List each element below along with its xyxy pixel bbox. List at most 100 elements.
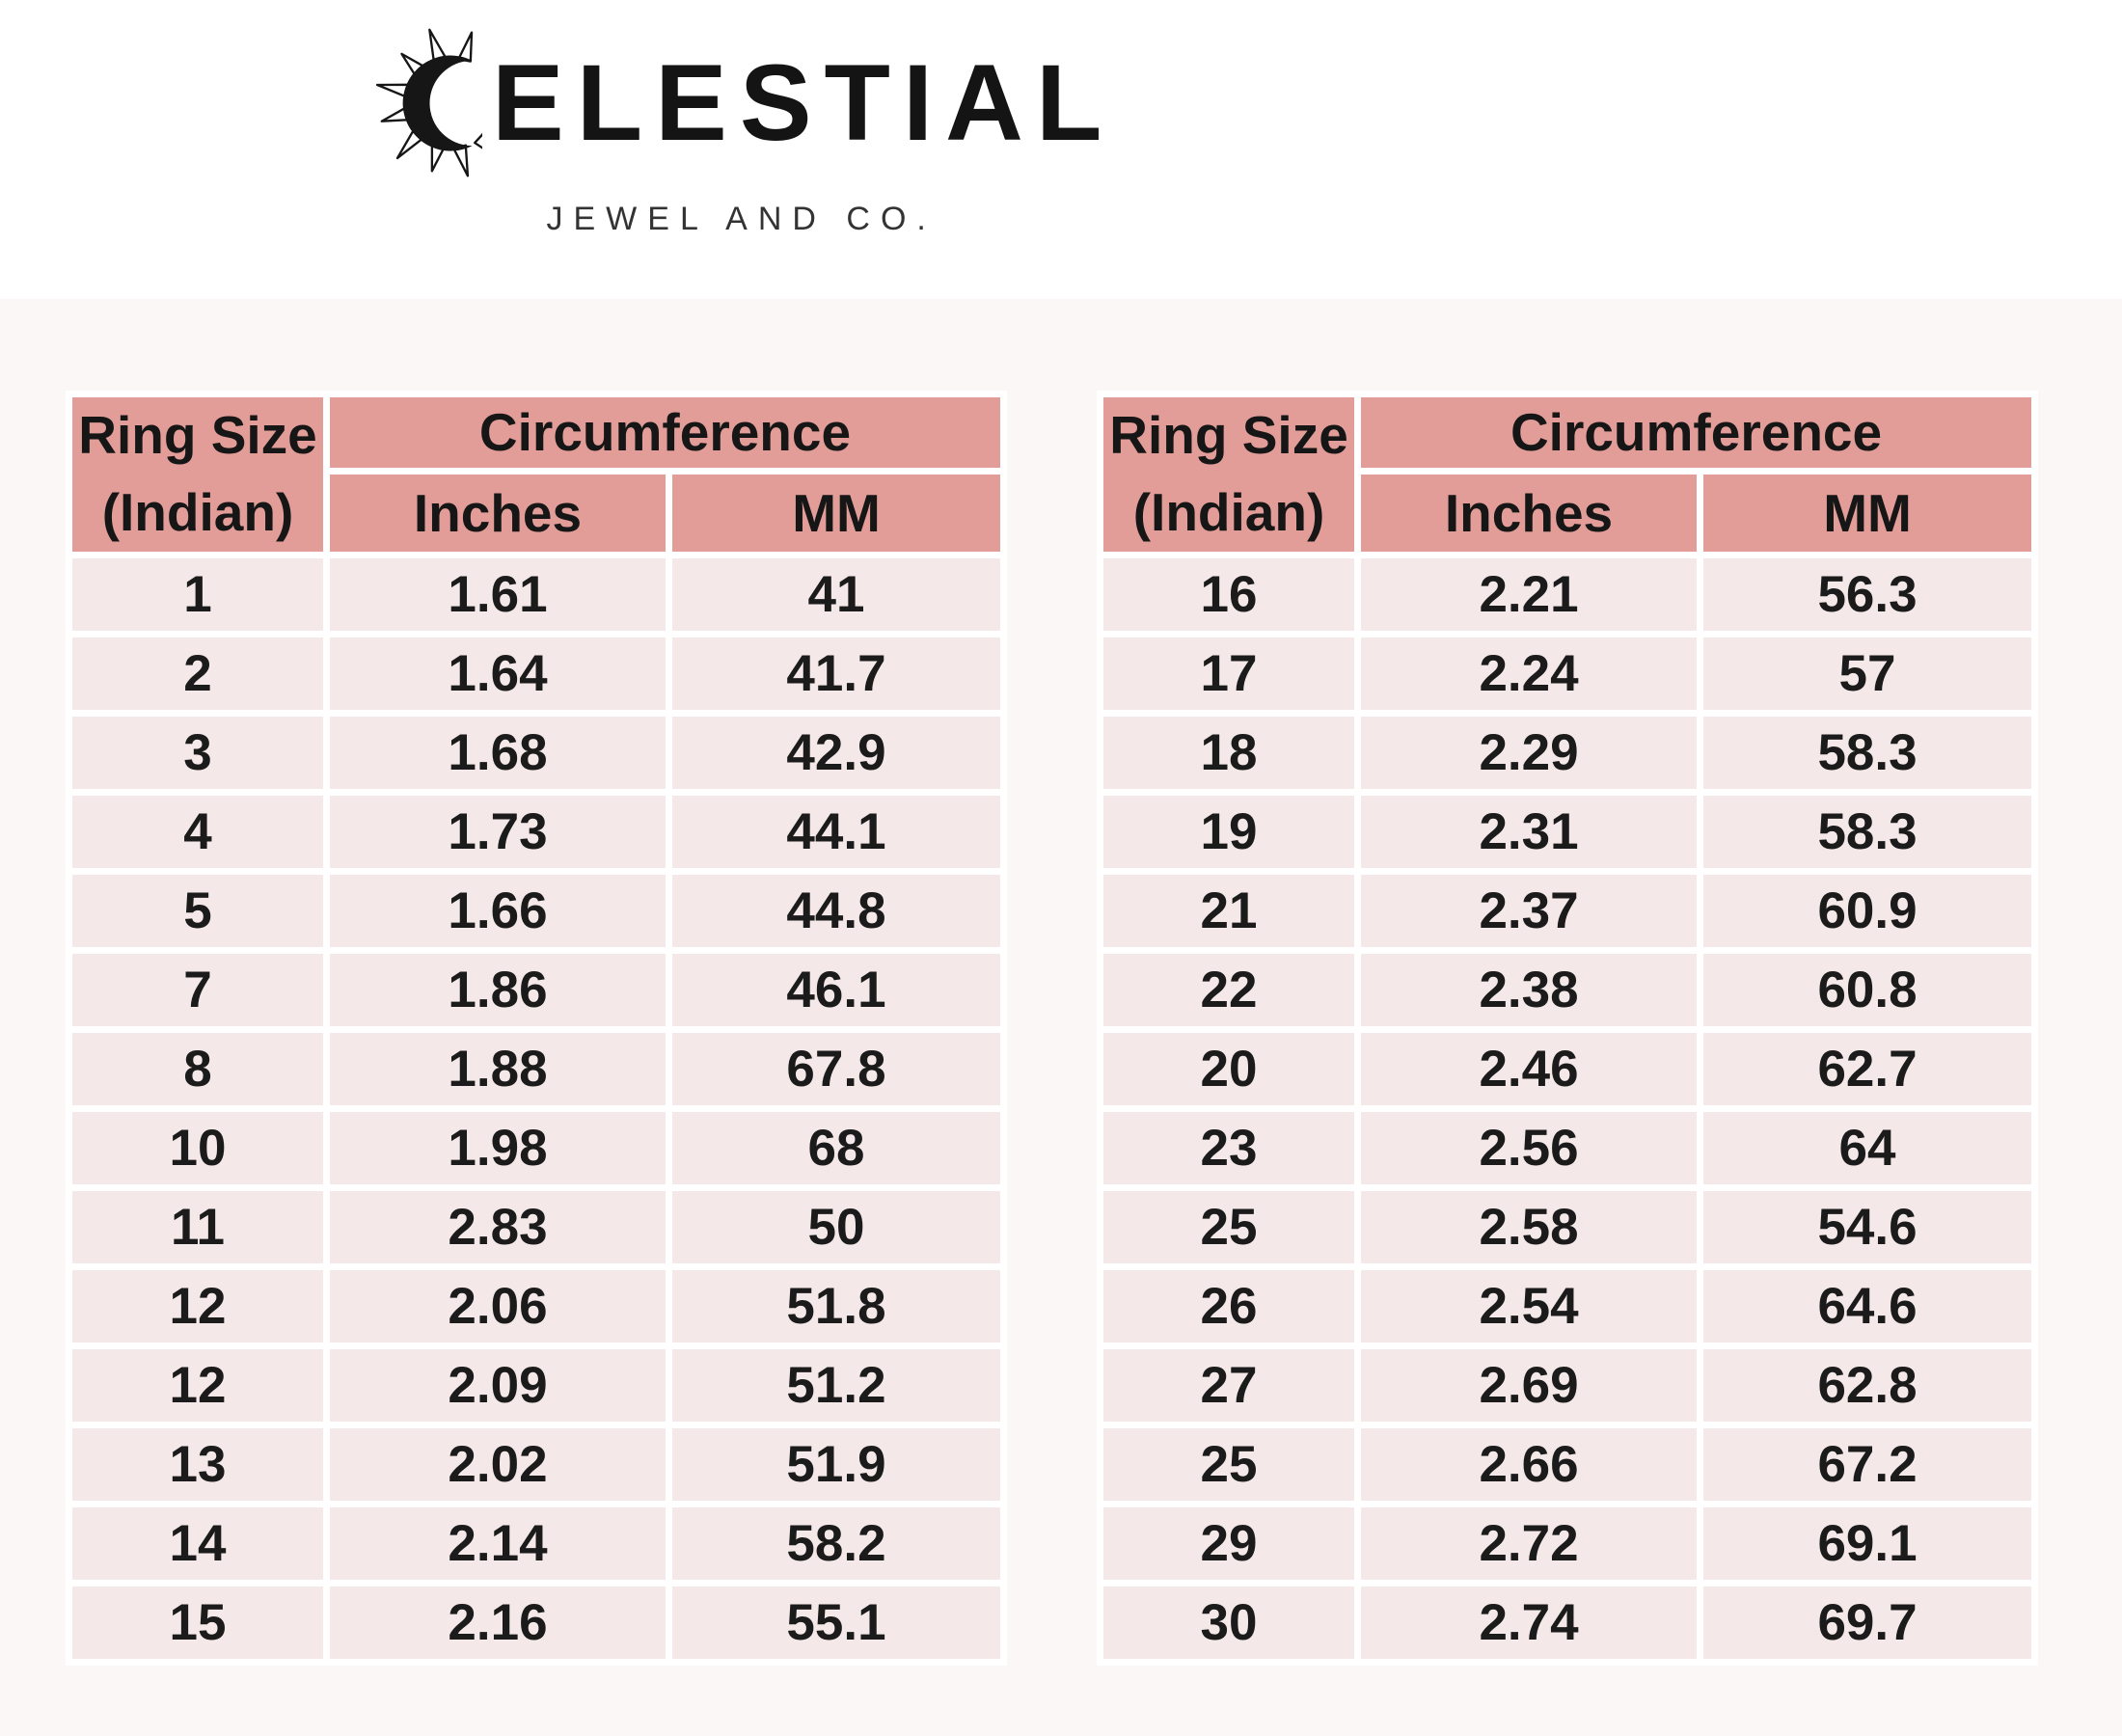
- mm-cell: 46.1: [672, 953, 1001, 1026]
- ring-size-table-left: Ring Size (Indian) Circumference Inches M…: [66, 391, 1008, 1666]
- ring-size-cell: 13: [72, 1427, 323, 1501]
- ring-size-cell: 2: [72, 637, 323, 710]
- mm-cell: 57: [1703, 637, 2032, 710]
- table-row: 16 2.21 56.3: [1103, 557, 2032, 631]
- mm-cell: 55.1: [672, 1586, 1001, 1659]
- inches-cell: 2.09: [330, 1348, 666, 1422]
- mm-cell: 68: [672, 1111, 1001, 1184]
- table-row: 2 1.64 41.7: [72, 637, 1001, 710]
- table-row: 30 2.74 69.7: [1103, 1586, 2032, 1659]
- circumference-header: Circumference: [330, 397, 1001, 468]
- table-row: 4 1.73 44.1: [72, 795, 1001, 868]
- mm-cell: 44.1: [672, 795, 1001, 868]
- brand-subtitle: JEWEL AND CO.: [546, 201, 937, 237]
- ring-size-header: Ring Size (Indian): [1103, 397, 1355, 552]
- inches-cell: 1.98: [330, 1111, 666, 1184]
- inches-cell: 2.69: [1361, 1348, 1698, 1422]
- table-row: 7 1.86 46.1: [72, 953, 1001, 1026]
- table-row: 12 2.06 51.8: [72, 1269, 1001, 1343]
- ring-size-cell: 1: [72, 557, 323, 631]
- table-row: 12 2.09 51.2: [72, 1348, 1001, 1422]
- ring-size-cell: 3: [72, 716, 323, 789]
- table-row: 26 2.54 64.6: [1103, 1269, 2032, 1343]
- ring-size-cell: 25: [1103, 1190, 1355, 1263]
- mm-cell: 64.6: [1703, 1269, 2032, 1343]
- table-row: 25 2.58 54.6: [1103, 1190, 2032, 1263]
- table-row: 22 2.38 60.8: [1103, 953, 2032, 1026]
- mm-cell: 51.2: [672, 1348, 1001, 1422]
- mm-cell: 51.8: [672, 1269, 1001, 1343]
- inches-cell: 2.54: [1361, 1269, 1698, 1343]
- mm-cell: 67.8: [672, 1032, 1001, 1105]
- ring-size-cell: 14: [72, 1506, 323, 1580]
- table-row: 23 2.56 64: [1103, 1111, 2032, 1184]
- inches-cell: 1.66: [330, 874, 666, 947]
- ring-size-cell: 5: [72, 874, 323, 947]
- table-row: 11 2.83 50: [72, 1190, 1001, 1263]
- inches-cell: 2.56: [1361, 1111, 1698, 1184]
- ring-size-cell: 10: [72, 1111, 323, 1184]
- table-row: 10 1.98 68: [72, 1111, 1001, 1184]
- inches-cell: 2.21: [1361, 557, 1698, 631]
- table-row: 25 2.66 67.2: [1103, 1427, 2032, 1501]
- ring-size-cell: 16: [1103, 557, 1355, 631]
- mm-cell: 44.8: [672, 874, 1001, 947]
- inches-cell: 2.72: [1361, 1506, 1698, 1580]
- inches-cell: 1.88: [330, 1032, 666, 1105]
- inches-cell: 1.86: [330, 953, 666, 1026]
- circumference-header: Circumference: [1361, 397, 2032, 468]
- inches-cell: 1.61: [330, 557, 666, 631]
- inches-cell: 1.73: [330, 795, 666, 868]
- inches-cell: 1.64: [330, 637, 666, 710]
- inches-cell: 2.02: [330, 1427, 666, 1501]
- inches-cell: 2.31: [1361, 795, 1698, 868]
- brand-logo: ELESTIAL JEWEL AND CO.: [0, 0, 1114, 238]
- mm-cell: 54.6: [1703, 1190, 2032, 1263]
- inches-cell: 2.37: [1361, 874, 1698, 947]
- ring-size-cell: 29: [1103, 1506, 1355, 1580]
- mm-cell: 42.9: [672, 716, 1001, 789]
- inches-cell: 2.38: [1361, 953, 1698, 1026]
- ring-size-cell: 23: [1103, 1111, 1355, 1184]
- table-row: 5 1.66 44.8: [72, 874, 1001, 947]
- mm-cell: 58.3: [1703, 795, 2032, 868]
- ring-size-cell: 30: [1103, 1586, 1355, 1659]
- mm-cell: 41.7: [672, 637, 1001, 710]
- inches-cell: 2.46: [1361, 1032, 1698, 1105]
- ring-size-cell: 12: [72, 1348, 323, 1422]
- mm-cell: 60.8: [1703, 953, 2032, 1026]
- inches-cell: 2.24: [1361, 637, 1698, 710]
- mm-cell: 64: [1703, 1111, 2032, 1184]
- inches-cell: 2.83: [330, 1190, 666, 1263]
- table-row: 29 2.72 69.1: [1103, 1506, 2032, 1580]
- mm-cell: 62.8: [1703, 1348, 2032, 1422]
- ring-size-header-line2: (Indian): [1132, 481, 1325, 542]
- ring-size-table-right: Ring Size (Indian) Circumference Inches M…: [1097, 391, 2039, 1666]
- mm-cell: 58.3: [1703, 716, 2032, 789]
- table-row: 18 2.29 58.3: [1103, 716, 2032, 789]
- ring-size-cell: 20: [1103, 1032, 1355, 1105]
- mm-cell: 69.1: [1703, 1506, 2032, 1580]
- ring-size-cell: 4: [72, 795, 323, 868]
- table-row: 20 2.46 62.7: [1103, 1032, 2032, 1105]
- inches-cell: 2.74: [1361, 1586, 1698, 1659]
- table-row: 13 2.02 51.9: [72, 1427, 1001, 1501]
- mm-cell: 60.9: [1703, 874, 2032, 947]
- brand-name: ELESTIAL: [492, 42, 1115, 163]
- mm-header: MM: [1703, 474, 2032, 552]
- table-row: 27 2.69 62.8: [1103, 1348, 2032, 1422]
- ring-size-cell: 15: [72, 1586, 323, 1659]
- mm-header: MM: [672, 474, 1001, 552]
- inches-cell: 2.66: [1361, 1427, 1698, 1501]
- inches-cell: 1.68: [330, 716, 666, 789]
- ring-size-cell: 8: [72, 1032, 323, 1105]
- inches-cell: 2.29: [1361, 716, 1698, 789]
- table-row: 3 1.68 42.9: [72, 716, 1001, 789]
- ring-size-header-line1: Ring Size: [1109, 405, 1348, 465]
- table-row: 19 2.31 58.3: [1103, 795, 2032, 868]
- mm-cell: 58.2: [672, 1506, 1001, 1580]
- ring-size-cell: 19: [1103, 795, 1355, 868]
- table-row: 8 1.88 67.8: [72, 1032, 1001, 1105]
- table-row: 17 2.24 57: [1103, 637, 2032, 710]
- ring-size-cell: 22: [1103, 953, 1355, 1026]
